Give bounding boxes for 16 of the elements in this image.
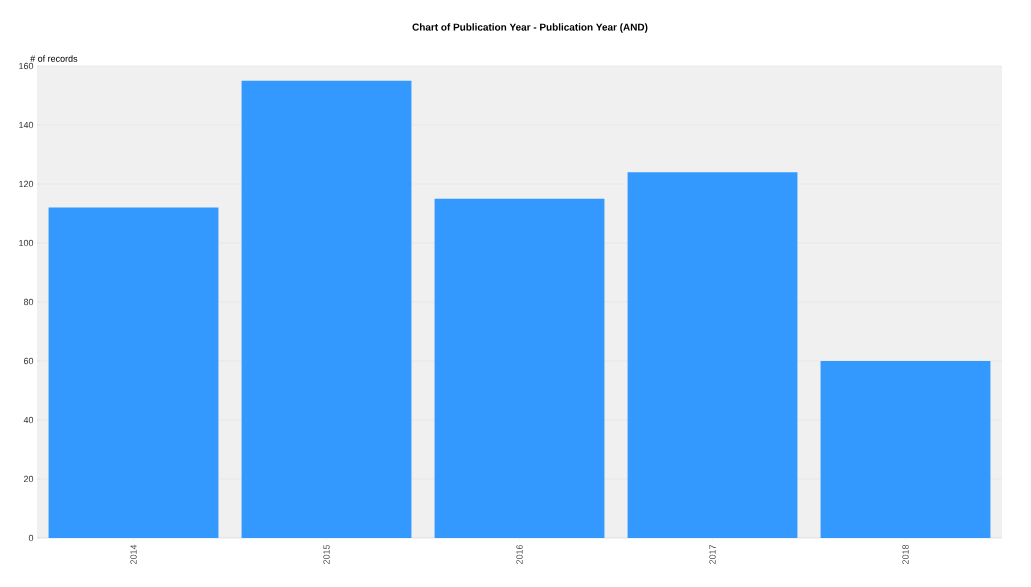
x-tick-label: 2018 [902,544,909,564]
y-tick-label: 60 [23,357,34,365]
x-tick-label: 2015 [323,544,330,564]
x-tick-label: 2014 [130,544,137,564]
x-tick-label: 2016 [516,544,523,564]
y-axis-title: # of records [30,55,78,62]
chart-title: Chart of Publication Year - Publication Year (AND) [412,23,648,33]
y-tick-label: 100 [19,239,34,247]
x-tick-label: 2017 [709,544,716,564]
y-tick-label: 80 [23,298,34,306]
y-tick-label: 160 [19,62,34,70]
y-tick-label: 140 [19,121,34,129]
y-tick-label: 120 [19,180,34,188]
y-tick-label: 20 [23,475,34,483]
y-tick-label: 40 [23,416,34,424]
y-tick-label: 0 [28,534,34,542]
